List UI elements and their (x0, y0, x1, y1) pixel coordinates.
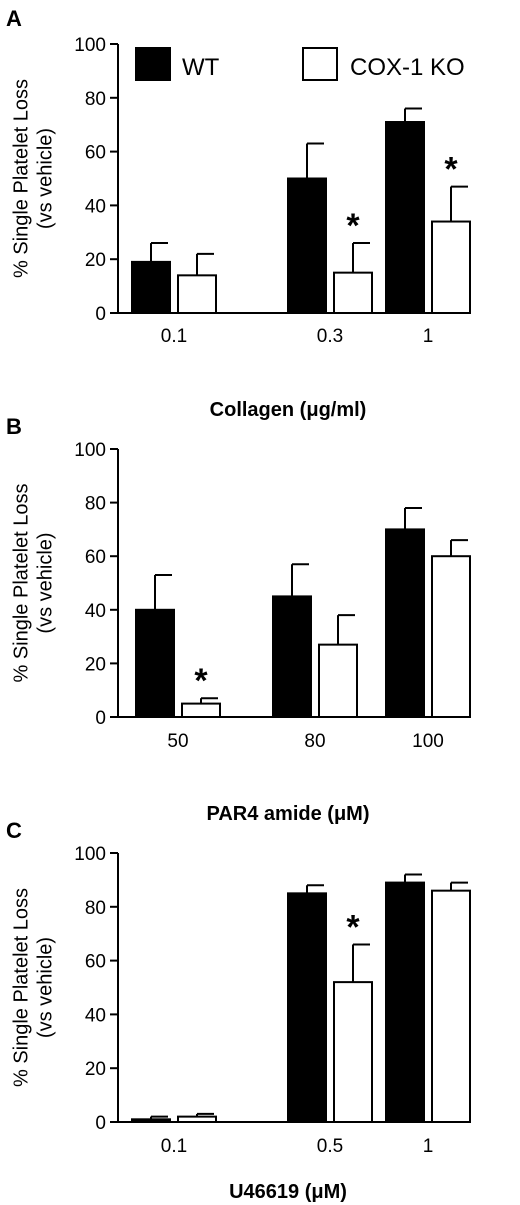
bar-wt (135, 608, 175, 718)
y-axis-label: % Single Platelet Loss (10, 483, 32, 682)
bar-wt (385, 881, 425, 1124)
x-tick-label: 1 (423, 1136, 434, 1157)
y-tick-label: 100 (74, 35, 106, 56)
legend-swatch-wt (135, 47, 171, 81)
y-axis-label-units: (vs vehicle) (34, 532, 56, 633)
x-axis-label: U46619 (μM) (229, 1181, 347, 1203)
y-tick-label: 100 (74, 844, 106, 865)
x-axis-label: PAR4 amide (μM) (207, 803, 370, 825)
x-tick-label: 0.3 (317, 326, 343, 347)
x-tick-label: 0.1 (161, 1136, 187, 1157)
y-tick-label: 40 (85, 1005, 106, 1026)
y-tick-label: 0 (95, 304, 106, 325)
y-tick-label: 0 (95, 1113, 106, 1134)
y-tick-label: 80 (85, 89, 106, 110)
bar-cox1-ko (177, 1115, 217, 1123)
y-tick-label: 60 (85, 143, 106, 164)
panel-label: C (6, 818, 22, 843)
y-tick-label: 20 (85, 1059, 106, 1080)
legend-label-wt: WT (182, 54, 220, 81)
panel-label: A (6, 6, 22, 31)
legend: WT COX-1 KO (135, 47, 465, 81)
bar-cox1-ko (318, 643, 358, 719)
y-tick-label: 40 (85, 601, 106, 622)
bar-wt (131, 260, 171, 315)
y-axis-label: % Single Platelet Loss (10, 888, 32, 1087)
y-tick-label: 20 (85, 654, 106, 675)
x-tick-label: 100 (412, 731, 444, 752)
chart-panel-B: B 0 20 40 60 80 100 % Single Platelet Loss (vs v… (6, 414, 471, 825)
legend-label-cox1-ko: COX-1 KO (350, 54, 465, 81)
bar-cox1-ko (431, 220, 471, 314)
chart-panel-A: A 0 20 40 60 80 100 % Single Platelet Loss (vs v… (6, 6, 471, 421)
bar-wt (287, 177, 327, 314)
y-axis-label-units: (vs vehicle) (34, 937, 56, 1038)
y-tick-label: 40 (85, 196, 106, 217)
y-tick-label: 80 (85, 898, 106, 919)
x-tick-label: 50 (167, 731, 188, 752)
x-tick-label: 1 (423, 326, 434, 347)
significance-mark: * (444, 151, 458, 189)
y-tick-label: 20 (85, 250, 106, 271)
y-tick-label: 100 (74, 440, 106, 461)
bar-wt (131, 1118, 171, 1124)
significance-mark: * (346, 207, 360, 245)
x-tick-label: 0.1 (161, 326, 187, 347)
y-axis-label: % Single Platelet Loss (10, 79, 32, 278)
bar-cox1-ko (333, 271, 373, 314)
y-tick-label: 80 (85, 494, 106, 515)
bar-cox1-ko (431, 889, 471, 1123)
bar-wt (272, 595, 312, 719)
y-axis-label-units: (vs vehicle) (34, 128, 56, 229)
chart-panel-C: C 0 20 40 60 80 100 % Single Platelet Loss (vs v… (6, 818, 471, 1203)
y-tick-label: 0 (95, 708, 106, 729)
y-tick-label: 60 (85, 547, 106, 568)
bar-cox1-ko (181, 702, 221, 718)
x-axis-label: Collagen (μg/ml) (210, 399, 367, 421)
bar-wt (385, 528, 425, 719)
panel-label: B (6, 414, 22, 439)
x-tick-label: 0.5 (317, 1136, 343, 1157)
significance-mark: * (346, 908, 360, 946)
bar-cox1-ko (333, 981, 373, 1123)
bar-wt (385, 121, 425, 315)
x-tick-label: 80 (304, 731, 325, 752)
bar-wt (287, 892, 327, 1123)
bar-cox1-ko (177, 274, 217, 314)
bar-cox1-ko (431, 555, 471, 719)
legend-swatch-cox1-ko (302, 47, 338, 81)
significance-mark: * (194, 662, 208, 700)
y-tick-label: 60 (85, 952, 106, 973)
